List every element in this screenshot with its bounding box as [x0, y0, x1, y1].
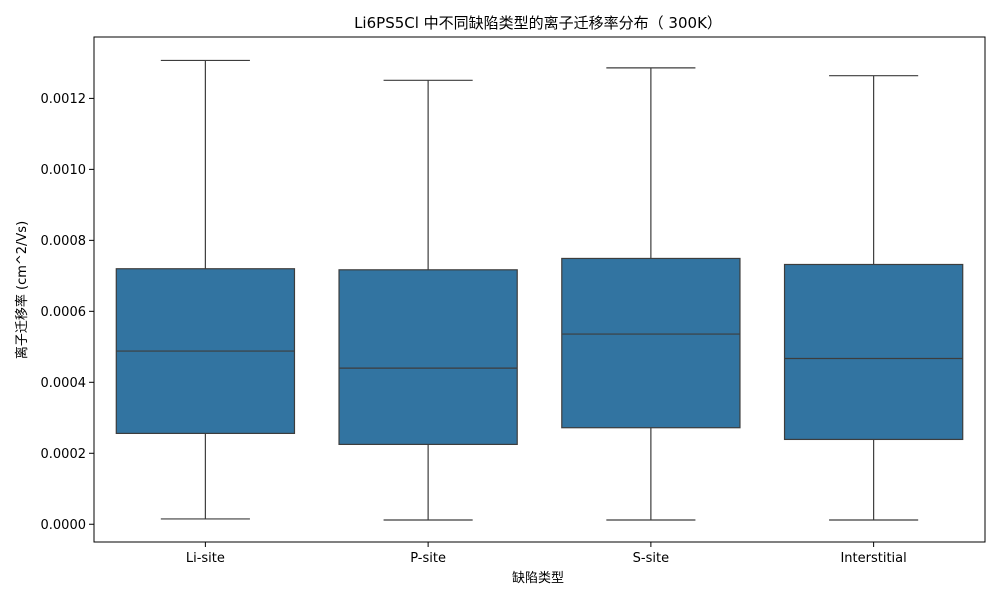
- chart-title: Li6PS5Cl 中不同缺陷类型的离子迁移率分布（ 300K）: [354, 14, 722, 32]
- y-tick-label: 0.0008: [41, 234, 87, 249]
- x-tick-label: P-site: [410, 551, 446, 566]
- x-axis-label: 缺陷类型: [512, 571, 564, 586]
- y-tick-label: 0.0012: [41, 92, 87, 107]
- y-axis-label: 离子迁移率 (cm^2/Vs): [14, 221, 30, 359]
- y-tick-label: 0.0004: [41, 376, 87, 391]
- x-tick-label: Li-site: [186, 551, 225, 566]
- axes-frame: [93, 36, 986, 543]
- box-p-site: [338, 269, 518, 446]
- box-interstitial: [783, 263, 964, 441]
- plot-area: 0.0000 0.0002 0.0004 0.0006 0.0008 0.0010 0.00…: [41, 36, 986, 566]
- y-tick-label: 0.0002: [41, 447, 87, 462]
- x-tick-label: S-site: [633, 551, 669, 566]
- y-tick-label: 0.0006: [41, 305, 87, 320]
- y-tick-label: 0.0000: [41, 518, 87, 533]
- box-s-site: [561, 257, 741, 429]
- y-tick-label: 0.0010: [41, 163, 87, 178]
- x-tick-label: Interstitial: [840, 551, 906, 566]
